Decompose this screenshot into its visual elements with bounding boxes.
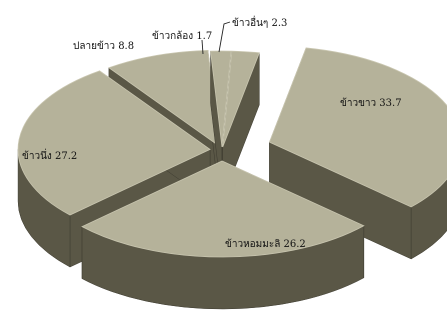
leader-line-brown-rice: [201, 39, 204, 55]
slice-top-parboiled-rice: [17, 70, 211, 216]
slice-label-parboiled-rice: ข้าวนึ่ง 27.2: [22, 148, 77, 162]
slice-rim-white-rice: [410, 178, 447, 260]
slice-label-broken-rice: ปลายข้าว 8.8: [73, 40, 134, 52]
slice-label-white-rice: ข้าวขาว 33.7: [340, 97, 402, 109]
slice-top-white-rice: [268, 47, 447, 208]
pie-slice-white-rice: [268, 47, 447, 260]
slice-top-jasmine-rice: [81, 160, 365, 258]
pie-labels: ข้าวขาว 33.7 ข้าวหอมมะลิ 26.2 ข้าวนึ่ง 2…: [22, 15, 402, 250]
slice-label-jasmine-rice: ข้าวหอมมะลิ 26.2: [225, 238, 306, 250]
slice-top-broken-rice: [108, 49, 220, 148]
pie-slices: [17, 47, 447, 310]
pie-slice-jasmine-rice: [81, 160, 365, 310]
slice-label-brown-rice: ข้าวกล้อง 1.7: [152, 30, 212, 42]
leader-line-other-rice: [218, 21, 231, 53]
slice-top-brown-rice: [210, 50, 232, 148]
slice-top-other-rice: [222, 50, 260, 148]
slice-label-other-rice: ข้าวอื่นๆ 2.3: [232, 15, 287, 29]
